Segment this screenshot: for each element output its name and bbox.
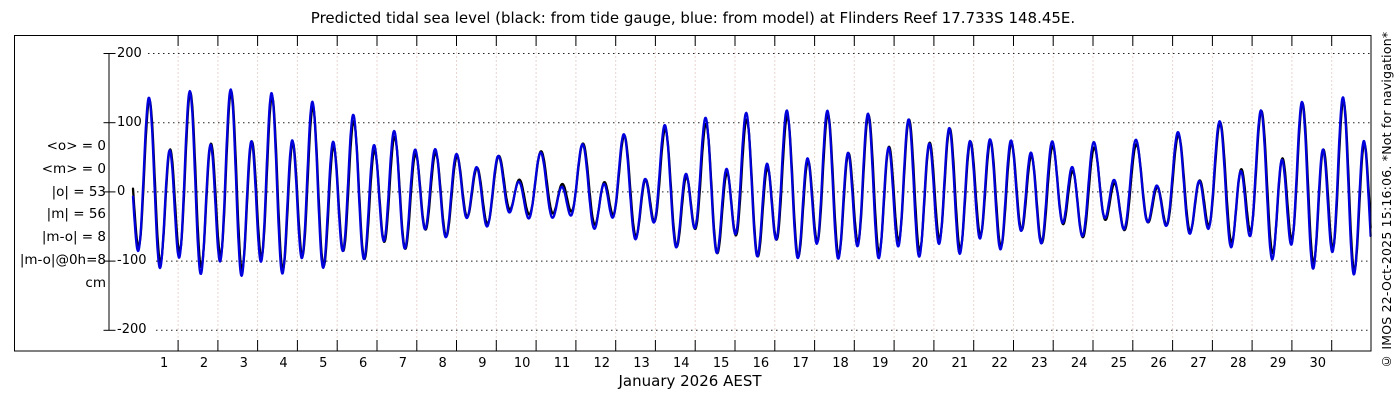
x-tick-label: 23: [1031, 356, 1048, 371]
stats-line: |m-o|@0h=8: [19, 251, 106, 268]
x-tick-label: 13: [633, 356, 650, 371]
x-tick-label: 3: [239, 356, 248, 371]
x-tick-label: 1: [160, 356, 169, 371]
stats-block: <o> = 0 <m> = 0 |o| = 53 |m| = 56 |m-o| = 8 |…: [10, 135, 106, 295]
x-tick-label: 5: [319, 356, 328, 371]
chart-title: Predicted tidal sea level (black: from t…: [310, 9, 1076, 27]
x-tick-label: 25: [1110, 356, 1128, 371]
x-tick-label: 11: [553, 356, 571, 371]
x-tick-label: 29: [1269, 356, 1287, 371]
x-tick-label: 21: [951, 356, 969, 371]
x-tick-label: 9: [478, 356, 487, 371]
stats-line: |m| = 56: [46, 206, 106, 223]
x-tick-label: 12: [593, 356, 611, 371]
x-tick-label: 20: [911, 356, 929, 371]
stats-line: |m-o| = 8: [41, 229, 106, 246]
copyright-watermark: © IMOS 22-Oct-2025 15:16:06. *Not for na…: [1379, 31, 1394, 369]
x-tick-label: 6: [358, 356, 368, 371]
x-tick-label: 4: [279, 356, 288, 371]
stats-line: cm: [85, 274, 106, 291]
x-tick-label: 15: [712, 356, 730, 371]
y-tick-label: 0: [117, 183, 126, 199]
x-axis-title: January 2026 AEST: [618, 372, 762, 390]
x-tick-label: 8: [438, 356, 447, 371]
x-tick-label: 27: [1190, 356, 1207, 371]
y-tick-label: 200: [117, 45, 142, 61]
stats-line: |o| = 53: [51, 183, 106, 200]
y-tick-label: -200: [117, 322, 147, 338]
x-tick-label: 28: [1230, 356, 1247, 371]
x-tick-label: 30: [1309, 356, 1327, 371]
stats-line: <o> = 0: [46, 138, 106, 154]
x-tick-label: 24: [1070, 356, 1088, 371]
x-tick-label: 16: [752, 356, 770, 371]
y-tick-label: 100: [117, 114, 142, 130]
x-tick-label: 19: [871, 356, 889, 371]
x-tick-label: 2: [199, 356, 209, 371]
x-tick-label: 7: [398, 356, 408, 371]
x-tick-label: 18: [832, 356, 849, 371]
x-tick-label: 10: [513, 356, 531, 371]
x-tick-label: 14: [673, 356, 690, 371]
stats-line: <m> = 0: [41, 160, 106, 177]
x-tick-label: 17: [792, 356, 809, 371]
x-tick-label: 22: [991, 356, 1008, 371]
y-tick-label: -100: [117, 253, 147, 269]
x-tick-label: 26: [1150, 356, 1167, 371]
